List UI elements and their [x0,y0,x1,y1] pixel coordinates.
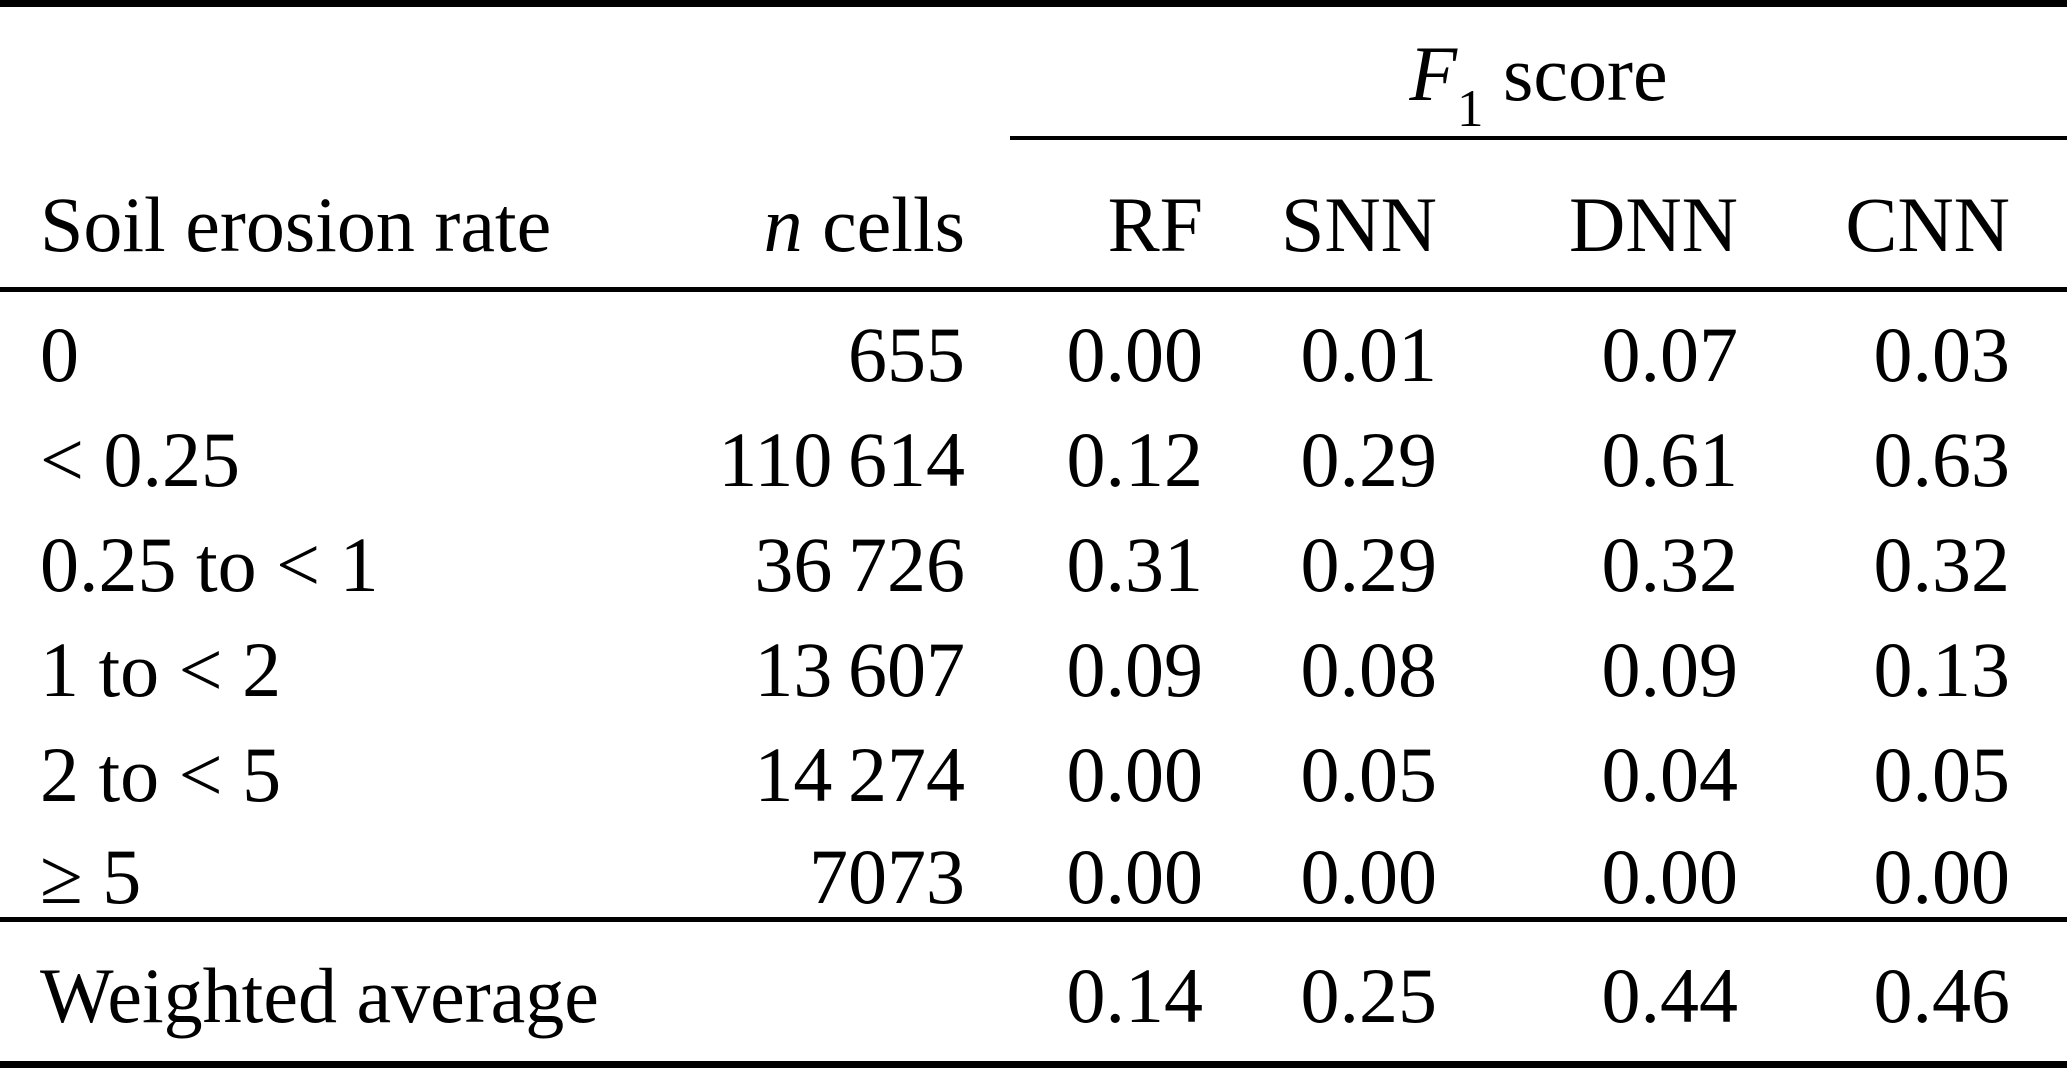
f1-subscript: 1 [1457,79,1484,138]
f1-italic: F [1409,29,1458,117]
column-header-row: Soil erosion rate n cells RF SNN DNN CNN [0,140,2067,292]
col-header-n-cells: n cells [565,140,965,292]
cell-dnn: 0.07 [1601,310,1739,398]
cell-cnn: 0.63 [1873,415,2011,503]
cell-n-cells: 110 614 [718,415,965,503]
f1-score-label: F1 score [1409,29,1668,135]
cell-rf: 0.14 [965,922,1203,1068]
col-header-rf: RF [965,140,1203,292]
table-row: 0.25 to < 1 36 726 0.31 0.29 0.32 0.32 [0,502,2067,607]
cell-n-cells: 14 274 [754,730,965,818]
cell-rf: 0.00 [1066,310,1204,398]
cell-snn: 0.00 [1203,817,1437,922]
table-row: ≥ 5 7073 0.00 0.00 0.00 0.00 [0,817,2067,922]
cell-n-cells: 655 [848,310,965,398]
cell-rate: < 0.25 [40,415,240,503]
cell-snn: 0.05 [1300,730,1438,818]
cell-cnn: 0.00 [1738,817,2067,922]
cell-rate: 0.25 to < 1 [40,520,379,608]
cell-snn: 0.29 [1300,415,1438,503]
f1-group-underline-rule [1010,136,2067,140]
table-row: 2 to < 5 14 274 0.00 0.05 0.04 0.05 [0,712,2067,817]
table-row: 0 655 0.00 0.01 0.07 0.03 [0,292,2067,397]
cell-n-cells-empty [565,922,965,1068]
col-header-soil-erosion-rate: Soil erosion rate [0,140,565,292]
weighted-average-label: Weighted average [0,922,599,1068]
cell-rf: 0.00 [965,817,1203,922]
f1-rest: score [1483,29,1668,117]
cell-cnn: 0.03 [1873,310,2011,398]
cell-dnn: 0.32 [1601,520,1739,608]
col-header-dnn: DNN [1437,140,1738,292]
cell-dnn: 0.04 [1601,730,1739,818]
cell-snn: 0.25 [1203,922,1437,1068]
table-row: < 0.25 110 614 0.12 0.29 0.61 0.63 [0,397,2067,502]
cell-cnn: 0.05 [1873,730,2011,818]
cell-snn: 0.01 [1300,310,1438,398]
cell-cnn: 0.46 [1738,922,2067,1068]
cell-snn: 0.08 [1300,625,1438,713]
table-row: 1 to < 2 13 607 0.09 0.08 0.09 0.13 [0,607,2067,712]
cell-rf: 0.00 [1066,730,1204,818]
f1-score-group-header: F1 score [965,0,2067,140]
cell-rate: 0 [40,310,79,398]
cell-n-cells: 13 607 [754,625,965,713]
n-italic: n [763,181,803,268]
group-header-row: F1 score [0,0,2067,140]
col-header-snn: SNN [1203,140,1437,292]
cell-dnn: 0.00 [1437,817,1738,922]
weighted-average-row: Weighted average 0.14 0.25 0.44 0.46 [0,922,2067,1068]
cell-rf: 0.31 [1066,520,1204,608]
cell-n-cells: 7073 [565,817,965,922]
cell-dnn: 0.09 [1601,625,1739,713]
cell-n-cells: 36 726 [754,520,965,608]
cell-rate: 1 to < 2 [40,625,282,713]
cell-rate: ≥ 5 [0,817,565,922]
cell-dnn: 0.44 [1437,922,1738,1068]
cell-snn: 0.29 [1300,520,1438,608]
cell-rate: 2 to < 5 [40,730,282,818]
cell-rf: 0.09 [1066,625,1204,713]
cell-cnn: 0.13 [1873,625,2011,713]
n-cells-rest: cells [802,181,965,268]
cell-cnn: 0.32 [1873,520,2011,608]
cell-rf: 0.12 [1066,415,1204,503]
cell-dnn: 0.61 [1601,415,1739,503]
group-header-spacer [0,0,965,140]
col-header-cnn: CNN [1738,140,2067,292]
